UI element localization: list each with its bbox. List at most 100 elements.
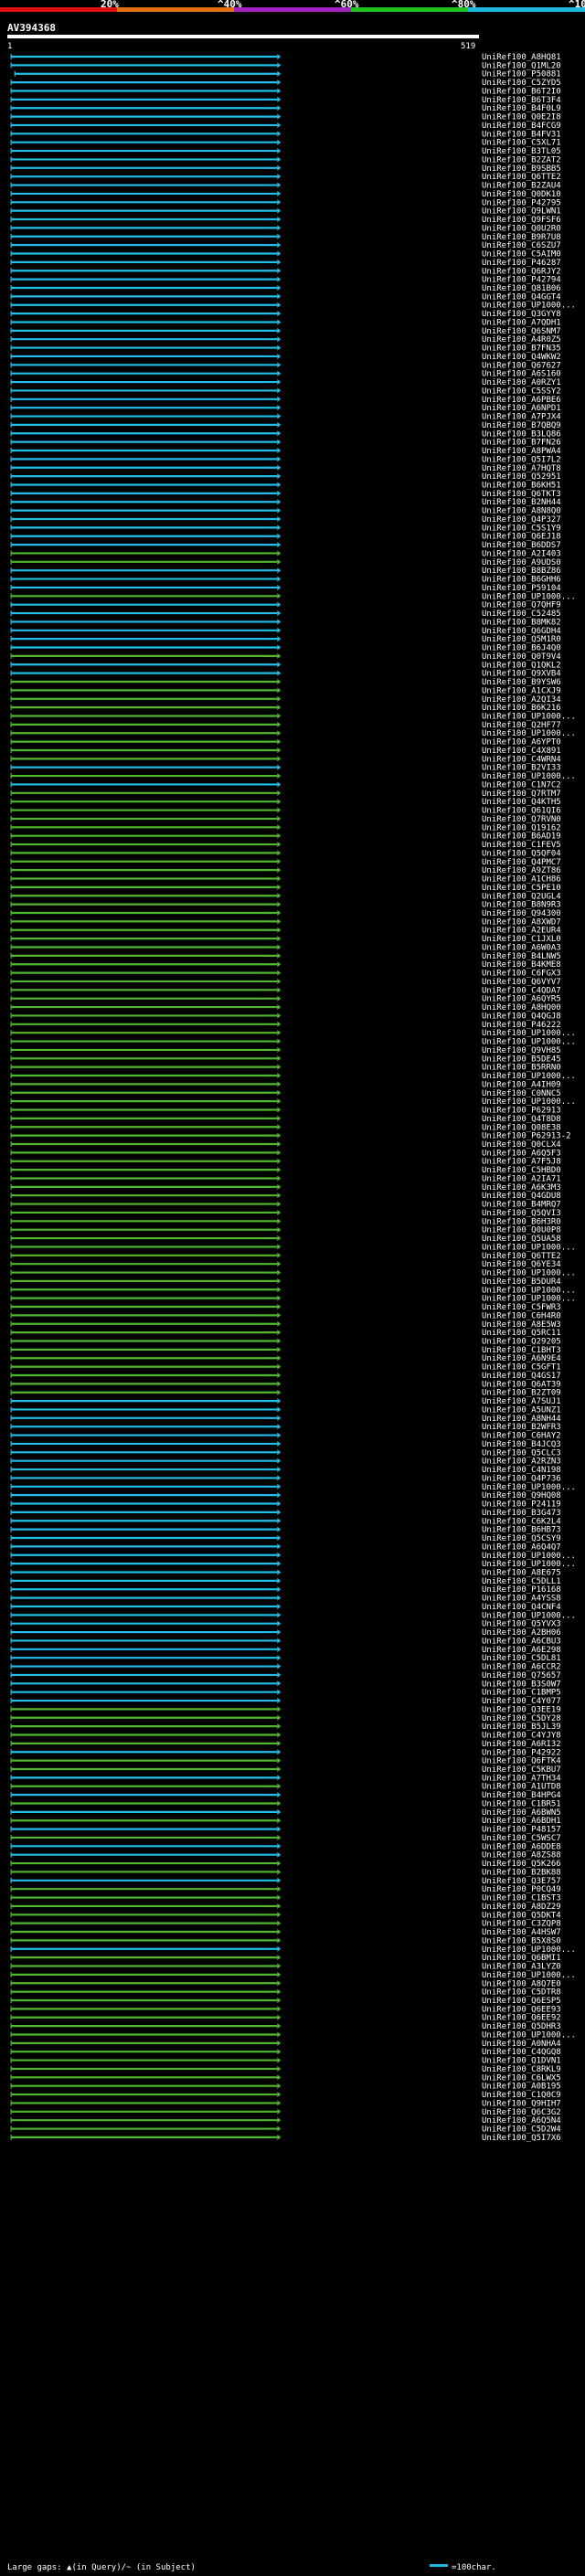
hit-label[interactable]: UniRef100_B3G473 (482, 1509, 561, 1518)
hit-label[interactable]: UniRef100_UP1000... (482, 1038, 576, 1047)
hit-label[interactable]: UniRef100_Q6BMI1 (482, 1954, 561, 1963)
hit-label[interactable]: UniRef100_C4QGQ8 (482, 2048, 561, 2057)
hit-label[interactable]: UniRef100_B4JCQ3 (482, 1440, 561, 1449)
hit-label[interactable]: UniRef100_Q7RTM7 (482, 790, 561, 799)
hit-label[interactable]: UniRef100_Q08E38 (482, 1123, 561, 1132)
hit-label[interactable]: UniRef100_B2ZAT2 (482, 155, 561, 164)
hit-label[interactable]: UniRef100_A1UTD8 (482, 1783, 561, 1792)
hit-label[interactable]: UniRef100_P62913 (482, 1107, 561, 1116)
hit-label[interactable]: UniRef100_Q5M1R0 (482, 635, 561, 644)
hit-label[interactable]: UniRef100_B4MRQ7 (482, 1201, 561, 1210)
hit-label[interactable]: UniRef100_C5WSC7 (482, 1834, 561, 1843)
hit-label[interactable]: UniRef100_P46287 (482, 259, 561, 268)
hit-label[interactable]: UniRef100_Q5UA58 (482, 1235, 561, 1244)
hit-label[interactable]: UniRef100_UP1000... (482, 1552, 576, 1561)
hit-label[interactable]: UniRef100_Q1DVN1 (482, 2057, 561, 2066)
hit-label[interactable]: UniRef100_A6BDH1 (482, 1817, 561, 1826)
hit-label[interactable]: UniRef100_Q4QGJ8 (482, 1012, 561, 1021)
hit-label[interactable]: UniRef100_B2ZT09 (482, 1389, 561, 1398)
hit-label[interactable]: UniRef100_C1BR51 (482, 1799, 561, 1808)
hit-label[interactable]: UniRef100_Q0U2R0 (482, 224, 561, 233)
hit-label[interactable]: UniRef100_Q1QKL2 (482, 661, 561, 670)
hit-label[interactable]: UniRef100_B2NH44 (482, 498, 561, 507)
hit-label[interactable]: UniRef100_UP1000... (482, 1269, 576, 1278)
hit-label[interactable]: UniRef100_C4QDA7 (482, 986, 561, 995)
hit-label[interactable]: UniRef100_A4IH09 (482, 1080, 561, 1089)
hit-label[interactable]: UniRef100_A8E675 (482, 1568, 561, 1577)
hit-label[interactable]: UniRef100_UP1000... (482, 1243, 576, 1252)
hit-label[interactable]: UniRef100_C5FWR3 (482, 1303, 561, 1312)
hit-label[interactable]: UniRef100_Q9HIH7 (482, 2099, 561, 2108)
hit-label[interactable]: UniRef100_C4N198 (482, 1466, 561, 1475)
hit-label[interactable]: UniRef100_B6K216 (482, 704, 561, 713)
hit-label[interactable]: UniRef100_C0NNC5 (482, 1089, 561, 1098)
hit-label[interactable]: UniRef100_C6K2L4 (482, 1517, 561, 1526)
hit-label[interactable]: UniRef100_Q4GGT4 (482, 292, 561, 302)
hit-label[interactable]: UniRef100_B3LQ86 (482, 429, 561, 439)
hit-label[interactable]: UniRef100_Q3EE19 (482, 1705, 561, 1714)
hit-label[interactable]: UniRef100_Q6AT39 (482, 1380, 561, 1389)
hit-label[interactable]: UniRef100_A9UDS0 (482, 558, 561, 567)
hit-label[interactable]: UniRef100_A7QDH1 (482, 318, 561, 327)
hit-label[interactable]: UniRef100_Q4P327 (482, 515, 561, 525)
hit-label[interactable]: UniRef100_A4R0Z5 (482, 335, 561, 345)
hit-label[interactable]: UniRef100_P0CQ49 (482, 1885, 561, 1894)
hit-label[interactable]: UniRef100_UP1000... (482, 1029, 576, 1038)
hit-label[interactable]: UniRef100_C4WRN4 (482, 755, 561, 764)
hit-label[interactable]: UniRef100_C1BMP5 (482, 1689, 561, 1698)
hit-label[interactable]: UniRef100_Q6TKT3 (482, 490, 561, 499)
hit-label[interactable]: UniRef100_P42794 (482, 276, 561, 285)
hit-label[interactable]: UniRef100_A6K3M3 (482, 1183, 561, 1193)
hit-label[interactable]: UniRef100_B9SBB5 (482, 164, 561, 174)
hit-label[interactable]: UniRef100_Q19162 (482, 823, 561, 832)
hit-label[interactable]: UniRef100_Q6GDH4 (482, 627, 561, 636)
hit-label[interactable]: UniRef100_A8NH44 (482, 1415, 561, 1424)
hit-label[interactable]: UniRef100_Q6TTE2 (482, 1252, 561, 1261)
hit-label[interactable]: UniRef100_C6FGX3 (482, 970, 561, 979)
hit-label[interactable]: UniRef100_C4X891 (482, 747, 561, 756)
hit-label[interactable]: UniRef100_A2BH06 (482, 1628, 561, 1638)
hit-label[interactable]: UniRef100_Q52951 (482, 472, 561, 482)
hit-label[interactable]: UniRef100_UP1000... (482, 1971, 576, 1980)
hit-label[interactable]: UniRef100_Q6ESP5 (482, 1997, 561, 2006)
hit-label[interactable]: UniRef100_C5DY28 (482, 1714, 561, 1723)
hit-label[interactable]: UniRef100_C6HAY2 (482, 1432, 561, 1441)
hit-label[interactable]: UniRef100_A8Q7E0 (482, 1979, 561, 1988)
hit-label[interactable]: UniRef100_Q4T8D8 (482, 1115, 561, 1124)
hit-label[interactable]: UniRef100_Q9XVB4 (482, 670, 561, 679)
hit-label[interactable]: UniRef100_C5D2W4 (482, 2125, 561, 2135)
hit-label[interactable]: UniRef100_B5DE45 (482, 1055, 561, 1064)
hit-label[interactable]: UniRef100_A2IA71 (482, 1174, 561, 1183)
hit-label[interactable]: UniRef100_Q5RC11 (482, 1329, 561, 1338)
hit-label[interactable]: UniRef100_A0RZY1 (482, 378, 561, 387)
hit-label[interactable]: UniRef100_Q9LWN1 (482, 207, 561, 217)
hit-label[interactable]: UniRef100_A6CCR2 (482, 1663, 561, 1672)
hit-label[interactable]: UniRef100_C5ZYD5 (482, 79, 561, 88)
hit-label[interactable]: UniRef100_B6GHH6 (482, 576, 561, 585)
hit-label[interactable]: UniRef100_Q5CSY9 (482, 1534, 561, 1543)
hit-label[interactable]: UniRef100_B7FN35 (482, 345, 561, 354)
hit-label[interactable]: UniRef100_C1N7C2 (482, 780, 561, 790)
hit-label[interactable]: UniRef100_A5UNZ1 (482, 1405, 561, 1415)
hit-label[interactable]: UniRef100_B4KME8 (482, 960, 561, 970)
hit-label[interactable]: UniRef100_Q5DKT4 (482, 1911, 561, 1920)
hit-label[interactable]: UniRef100_UP1000... (482, 1611, 576, 1620)
hit-label[interactable]: UniRef100_A9ZT86 (482, 866, 561, 875)
hit-label[interactable]: UniRef100_C6SZU7 (482, 241, 561, 250)
hit-label[interactable]: UniRef100_Q81B06 (482, 284, 561, 293)
hit-label[interactable]: UniRef100_Q7RVN0 (482, 815, 561, 824)
hit-label[interactable]: UniRef100_C5S1Y9 (482, 524, 561, 533)
hit-label[interactable]: UniRef100_C1FEV5 (482, 841, 561, 850)
hit-label[interactable]: UniRef100_A8N8Q0 (482, 507, 561, 516)
hit-label[interactable]: UniRef100_B7FN26 (482, 439, 561, 448)
hit-label[interactable]: UniRef100_B6AD19 (482, 832, 561, 842)
hit-label[interactable]: UniRef100_UP1000... (482, 1097, 576, 1107)
hit-label[interactable]: UniRef100_B8N9R3 (482, 901, 561, 910)
hit-label[interactable]: UniRef100_Q0T9V4 (482, 652, 561, 662)
hit-label[interactable]: UniRef100_Q4WKW2 (482, 353, 561, 362)
hit-label[interactable]: UniRef100_UP1000... (482, 712, 576, 721)
hit-label[interactable]: UniRef100_Q3E757 (482, 1877, 561, 1886)
hit-label[interactable]: UniRef100_A4HSW7 (482, 1928, 561, 1937)
hit-label[interactable]: UniRef100_Q6VYV7 (482, 978, 561, 987)
hit-label[interactable]: UniRef100_A8PWA4 (482, 447, 561, 456)
